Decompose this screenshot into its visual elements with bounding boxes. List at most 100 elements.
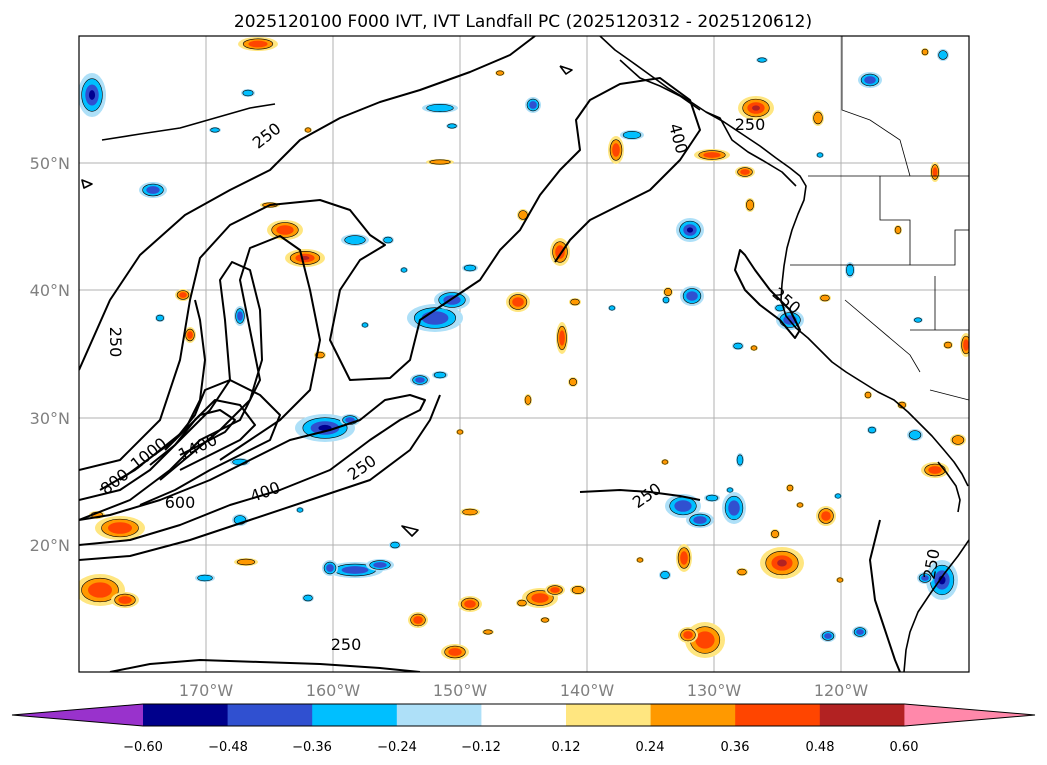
pc-anomaly-patch bbox=[156, 314, 165, 322]
pc-anomaly-patch bbox=[415, 377, 425, 383]
pc-anomaly-patch bbox=[512, 297, 524, 307]
pc-anomaly-patch bbox=[845, 263, 854, 277]
pc-anomaly-patch bbox=[464, 600, 476, 608]
pc-anomaly-patch bbox=[908, 430, 922, 440]
pc-anomaly-patch bbox=[836, 577, 844, 583]
pc-anomaly-patch bbox=[894, 226, 902, 235]
pc-anomaly-patch bbox=[383, 236, 393, 244]
pc-anomaly-patch bbox=[495, 70, 504, 76]
colorbar-swatch bbox=[143, 704, 229, 726]
political-borders bbox=[790, 36, 969, 401]
colorbar-tick-label: −0.12 bbox=[461, 740, 501, 755]
pc-anomaly-patch bbox=[304, 127, 312, 133]
pc-anomaly-patch bbox=[693, 516, 707, 524]
pc-anomaly-patch bbox=[736, 454, 744, 466]
pc-anomaly-patch bbox=[608, 305, 616, 311]
pc-anomaly-patch bbox=[559, 330, 565, 346]
pc-anomaly-patch bbox=[921, 48, 929, 56]
colorbar-outline bbox=[11, 703, 1036, 727]
pc-anomaly-patch bbox=[938, 575, 946, 585]
pc-anomaly-patch bbox=[786, 484, 794, 492]
map-frame bbox=[78, 35, 970, 673]
pc-anomaly-patch bbox=[740, 169, 750, 175]
colorbar-swatch bbox=[396, 704, 482, 726]
pc-anomaly-patch bbox=[571, 585, 585, 594]
colorbar-extend-min bbox=[12, 704, 143, 726]
pc-anomaly-patch bbox=[236, 558, 256, 566]
pc-anomaly-patch bbox=[400, 267, 408, 273]
colorbar-swatch bbox=[819, 704, 905, 726]
colorbar-swatch bbox=[312, 704, 398, 726]
pc-anomaly-patch bbox=[733, 342, 743, 350]
pc-anomaly-patch bbox=[296, 507, 304, 513]
pc-anomaly-patch bbox=[824, 633, 832, 639]
pc-anomaly-patch bbox=[867, 426, 876, 434]
pc-anomaly-patch bbox=[921, 575, 929, 581]
map-panel: 250 250 250 250 250 250 250 250 400 400 … bbox=[78, 35, 970, 673]
colorbar-extend-max bbox=[904, 704, 1035, 726]
pc-anomaly-patch bbox=[856, 629, 864, 635]
pc-anomaly-patch bbox=[932, 167, 938, 177]
pc-anomaly-patch bbox=[660, 570, 670, 579]
pc-anomaly-patch bbox=[612, 143, 620, 157]
pc-anomaly-patch bbox=[540, 617, 549, 623]
colorbar-tick-labels: −0.60 −0.48 −0.36 −0.24 −0.12 0.12 0.24 … bbox=[123, 740, 918, 755]
pc-anomaly-patch bbox=[88, 90, 96, 100]
contour-label: 250 bbox=[331, 635, 362, 654]
pc-anomaly-patch bbox=[531, 593, 549, 603]
lat-label: 30°N bbox=[30, 409, 70, 428]
pc-anomaly-patch bbox=[517, 599, 527, 607]
pc-anomaly-patch bbox=[938, 50, 948, 60]
pc-anomaly-patch bbox=[118, 596, 132, 604]
longitude-labels: 170°W 160°W 150°W 140°W 130°W 120°W bbox=[179, 681, 869, 700]
pc-anomaly-patch bbox=[728, 500, 740, 516]
pc-anomaly-patch bbox=[341, 566, 369, 574]
pc-anomaly-patch bbox=[448, 648, 462, 656]
pc-anomaly-patch bbox=[108, 522, 132, 534]
colorbar-swatch bbox=[227, 704, 313, 726]
colorbar-swatch bbox=[481, 704, 567, 726]
pc-anomaly-patch bbox=[757, 57, 767, 63]
pc-anomaly-patch bbox=[462, 508, 478, 516]
pc-anomaly-patch bbox=[197, 574, 213, 582]
pc-anomaly-patch bbox=[705, 494, 719, 502]
lon-label: 140°W bbox=[560, 681, 615, 700]
pc-anomaly-patch bbox=[88, 582, 112, 598]
colorbar-tick-label: 0.12 bbox=[552, 740, 581, 755]
pc-anomaly-patch bbox=[344, 235, 366, 245]
lon-label: 120°W bbox=[814, 681, 869, 700]
pc-anomaly-patch bbox=[433, 371, 447, 379]
contour-label: 250 bbox=[735, 115, 766, 134]
colorbar: −0.60 −0.48 −0.36 −0.24 −0.12 0.12 0.24 … bbox=[11, 703, 1036, 755]
pc-anomaly-patch bbox=[429, 159, 451, 165]
pc-anomaly-patch bbox=[816, 152, 824, 158]
figure-title: 2025120100 F000 IVT, IVT Landfall PC (20… bbox=[234, 12, 812, 32]
pc-anomaly-patch bbox=[237, 311, 243, 321]
coastlines bbox=[81, 36, 969, 672]
colorbar-swatch bbox=[566, 704, 652, 726]
pc-anomaly-patch bbox=[568, 377, 577, 386]
pc-anomaly-patch bbox=[662, 296, 670, 304]
pc-anomaly-patch bbox=[345, 417, 355, 423]
colorbar-tick-label: 0.36 bbox=[721, 740, 750, 755]
pc-anomaly-patch bbox=[570, 298, 580, 306]
pc-anomaly-patch bbox=[276, 225, 294, 235]
pc-anomaly-patch bbox=[820, 294, 830, 302]
lon-label: 130°W bbox=[687, 681, 742, 700]
lat-label: 40°N bbox=[30, 281, 70, 300]
colorbar-tick-label: −0.60 bbox=[123, 740, 163, 755]
pc-anomaly-patch bbox=[248, 40, 268, 48]
pc-anomaly-patch bbox=[864, 391, 872, 399]
pc-anomaly-patch bbox=[683, 631, 693, 639]
pc-anomaly-patch bbox=[361, 322, 369, 328]
colorbar-tick-label: −0.36 bbox=[292, 740, 332, 755]
lon-label: 160°W bbox=[306, 681, 361, 700]
ivt-contours bbox=[79, 36, 901, 672]
pc-anomaly-patch bbox=[210, 127, 220, 133]
pc-anomaly-patch bbox=[661, 459, 669, 465]
pc-anomaly-patch bbox=[686, 291, 698, 301]
pc-anomaly-patch bbox=[146, 186, 160, 194]
pc-anomaly-patch bbox=[695, 631, 715, 649]
pc-anomaly-patch bbox=[813, 111, 823, 125]
colorbar-tick-label: −0.48 bbox=[208, 740, 248, 755]
